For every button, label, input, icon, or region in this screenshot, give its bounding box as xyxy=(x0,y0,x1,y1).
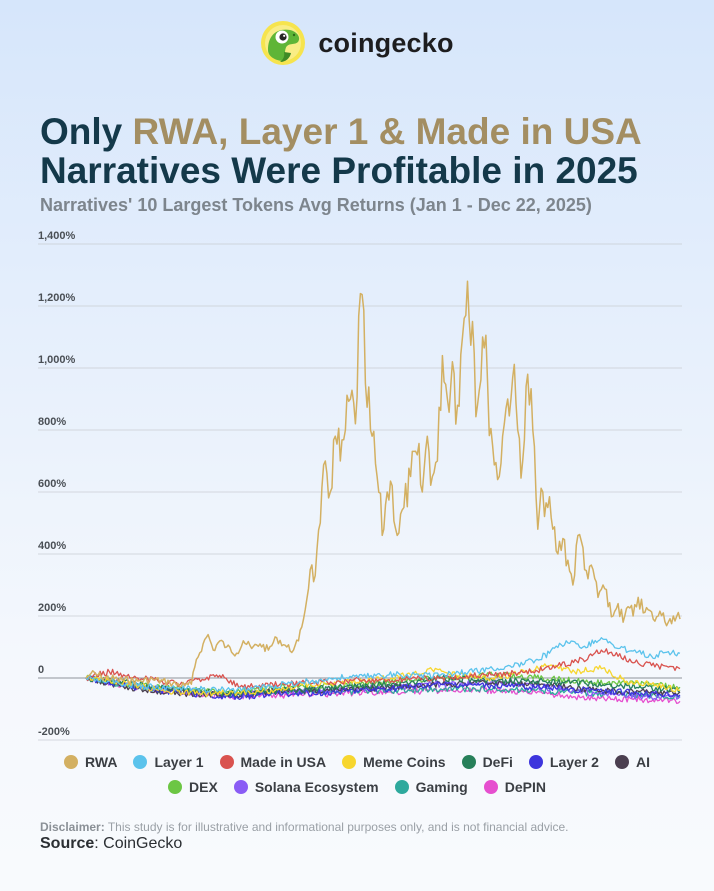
legend-item: Layer 1 xyxy=(133,754,204,770)
legend-swatch xyxy=(342,755,357,769)
title-line2: Narratives Were Profitable in 2025 xyxy=(40,150,638,191)
legend-item: Solana Ecosystem xyxy=(233,779,379,795)
legend-item: AI xyxy=(614,754,650,770)
gecko-logo-icon xyxy=(261,21,306,65)
series-line-defi xyxy=(85,674,681,697)
legend-label: Gaming xyxy=(415,779,468,795)
brand-name: coingecko xyxy=(318,27,454,58)
legend-swatch xyxy=(233,780,248,794)
legend-row-2: DEX Solana Ecosystem Gaming DePIN xyxy=(0,779,714,795)
legend-item: DePIN xyxy=(483,779,546,795)
disclaimer-text: This study is for illustrative and infor… xyxy=(104,820,569,834)
disclaimer-label: Disclaimer: xyxy=(40,820,105,834)
legend-item: Gaming xyxy=(394,779,468,795)
line-chart: -200% 0 200% 400% 600% 800% 1,000% 1,200% 1,400% xyxy=(38,230,682,741)
legend-swatch xyxy=(394,780,409,794)
legend-label: RWA xyxy=(85,754,118,770)
series-line-layer-1 xyxy=(85,637,681,694)
page-title: Only RWA, Layer 1 & Made in USA Narrativ… xyxy=(40,112,700,190)
y-tick-label: 1,400% xyxy=(38,230,76,242)
y-tick-label: 1,200% xyxy=(38,292,76,304)
legend-label: DePIN xyxy=(504,779,546,795)
legend-label: Solana Ecosystem xyxy=(254,779,379,795)
y-tick-label: 200% xyxy=(38,602,66,614)
brand-header: coingecko xyxy=(0,20,714,66)
legend-item: Made in USA xyxy=(219,754,327,770)
series-line-meme-coins xyxy=(85,663,680,698)
legend-item: DEX xyxy=(168,779,218,795)
legend-label: DeFi xyxy=(482,754,513,770)
legend-item: DeFi xyxy=(461,754,513,770)
legend-label: Made in USA xyxy=(240,754,327,770)
title-highlight: RWA, Layer 1 & Made in USA xyxy=(132,111,642,152)
legend-item: Meme Coins xyxy=(342,754,446,770)
legend-label: Layer 1 xyxy=(154,754,204,770)
legend-swatch xyxy=(614,755,629,769)
y-tick-label: 400% xyxy=(38,540,66,552)
legend-label: AI xyxy=(635,754,650,770)
legend-item: Layer 2 xyxy=(528,754,599,770)
y-tick-label: 800% xyxy=(38,416,66,428)
title-prefix: Only xyxy=(40,111,133,152)
legend-label: Layer 2 xyxy=(549,754,599,770)
legend-label: Meme Coins xyxy=(363,754,446,770)
y-tick-label: 600% xyxy=(38,478,66,490)
source-line: Source: CoinGecko xyxy=(40,835,182,853)
legend-row-1: RWA Layer 1 Made in USA Meme Coins DeFi Layer… xyxy=(0,754,714,770)
legend-swatch xyxy=(461,755,476,769)
chart-subtitle: Narratives' 10 Largest Tokens Avg Return… xyxy=(40,195,592,215)
legend-label: DEX xyxy=(189,779,218,795)
legend-swatch xyxy=(168,780,183,794)
legend-swatch xyxy=(483,780,498,794)
source-label: Source xyxy=(40,835,95,852)
legend-swatch xyxy=(219,755,234,769)
legend-item: RWA xyxy=(64,754,117,770)
y-tick-label: 0 xyxy=(38,664,44,676)
y-tick-label: -200% xyxy=(38,726,70,738)
disclaimer: Disclaimer: This study is for illustrati… xyxy=(40,820,569,834)
legend-swatch xyxy=(64,755,79,769)
source-text: : CoinGecko xyxy=(94,835,183,852)
y-tick-label: 1,000% xyxy=(38,354,76,366)
legend-swatch xyxy=(528,755,543,769)
legend-swatch xyxy=(133,755,148,769)
series-line-rwa xyxy=(85,280,681,688)
